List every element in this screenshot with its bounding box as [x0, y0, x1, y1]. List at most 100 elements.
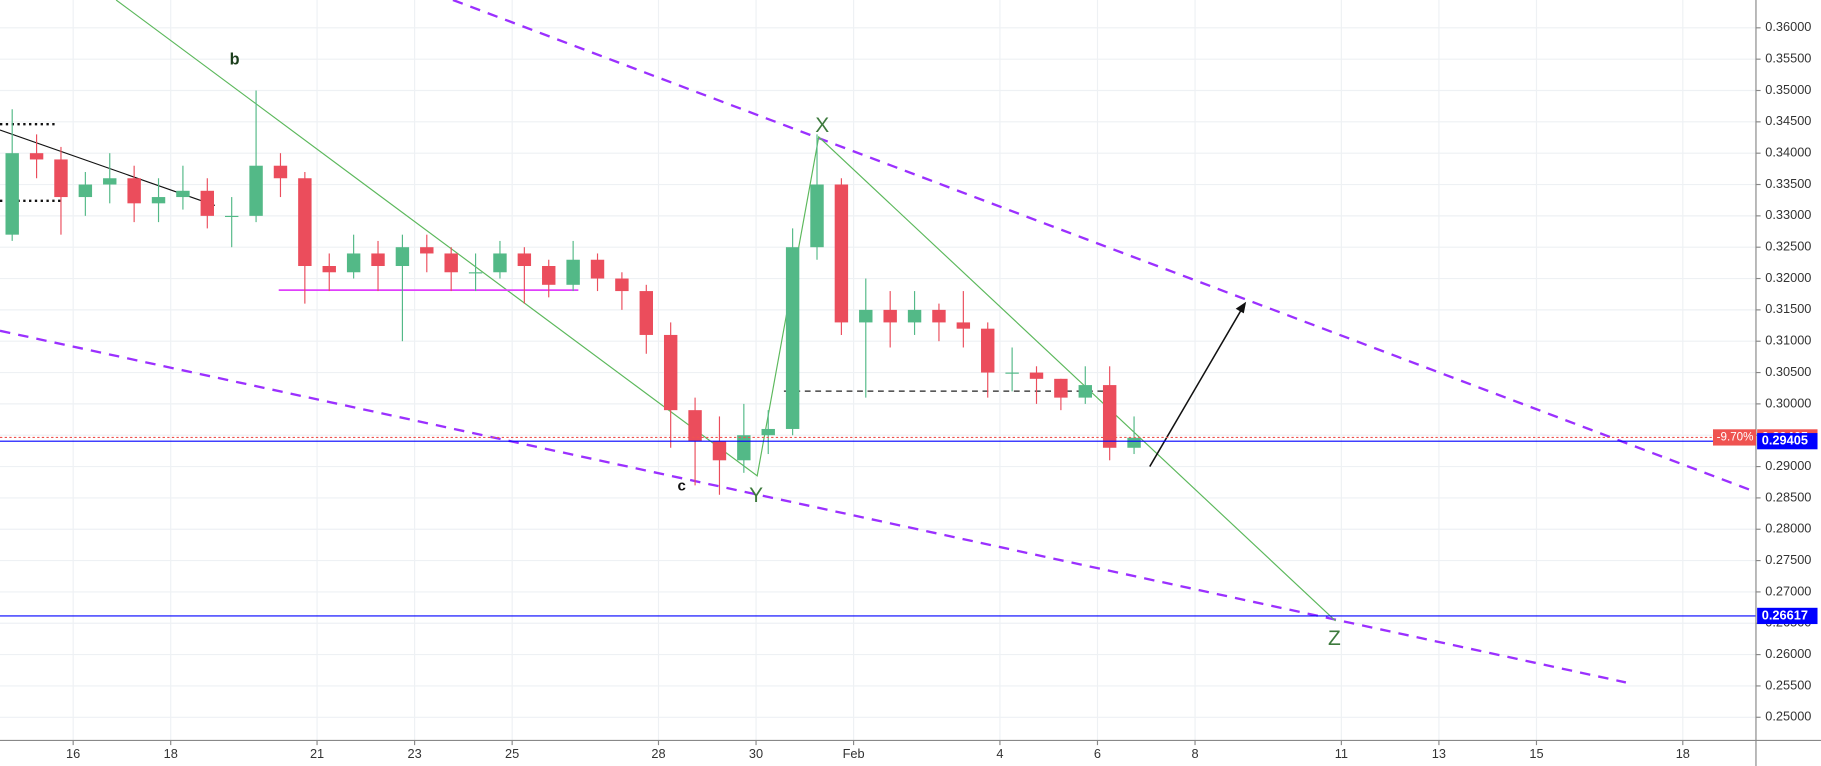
grid [0, 0, 1756, 741]
price-tag-label: 0.26617 [1762, 607, 1808, 622]
candle-body [371, 253, 385, 267]
candle-body [663, 334, 678, 411]
candle-body [712, 441, 727, 461]
candle-body [615, 278, 629, 292]
x-tick-label: Feb [843, 746, 865, 761]
y-tick-label: 0.32500 [1765, 239, 1811, 254]
candle-body [420, 247, 434, 254]
channel-lower [0, 329, 1627, 684]
candle-body [883, 309, 897, 323]
candle-body [1005, 372, 1019, 374]
annotation: X [815, 114, 829, 137]
price-lines [0, 436, 1756, 617]
y-tick-label: 0.28500 [1765, 489, 1811, 504]
y-tick-label: 0.31000 [1765, 333, 1811, 348]
candle-body [981, 328, 995, 373]
x-tick-label: 21 [310, 746, 324, 761]
x-tick-label: 23 [407, 746, 421, 761]
candle-body [127, 178, 141, 204]
candle-body [517, 253, 532, 267]
candle-body [639, 291, 653, 335]
x-axis-area [0, 740, 1821, 766]
candle-body [5, 153, 19, 235]
arrow [1149, 307, 1244, 467]
candle-body [29, 153, 44, 160]
y-tick-label: 0.33000 [1765, 207, 1811, 222]
x-tick-label: 11 [1335, 746, 1348, 761]
axes: 0.250000.255000.260000.265000.270000.275… [66, 19, 1818, 761]
x-tick-label: 15 [1529, 746, 1543, 761]
annotation: b [230, 51, 240, 69]
candle-body [54, 159, 68, 198]
y-tick-label: 0.30500 [1765, 364, 1811, 379]
x-tick-label: 8 [1191, 746, 1198, 761]
candle-body [224, 215, 239, 218]
change-tag-label: -9.70% [1717, 430, 1754, 443]
candle-body [298, 178, 312, 267]
candle-body [907, 309, 922, 323]
price-tag [1757, 433, 1818, 450]
candle-body [737, 435, 751, 461]
candle-body [542, 266, 556, 285]
y-tick-label: 0.36000 [1765, 19, 1811, 34]
y-tick-label: 0.28000 [1765, 521, 1811, 536]
x-tick-label: 28 [651, 746, 665, 761]
candle-body [176, 190, 190, 198]
change-tag [1712, 429, 1756, 446]
candle-body [103, 178, 117, 185]
candle-body [493, 253, 507, 273]
x-tick-label: 16 [66, 746, 80, 761]
candle-body [1102, 385, 1117, 448]
y-axis-area [1755, 0, 1821, 766]
y-tick-label: 0.33500 [1765, 176, 1811, 191]
x-tick-label: 13 [1432, 746, 1446, 761]
candle-body [200, 190, 215, 216]
candle-body [1078, 385, 1092, 398]
candle-body [761, 428, 775, 436]
candle-body [1029, 372, 1044, 379]
candle-body [322, 266, 336, 273]
candle-body [151, 197, 166, 204]
y-tick-label: 0.27000 [1765, 583, 1811, 598]
candle-body [859, 309, 873, 323]
candle-body [932, 309, 946, 323]
x-tick-label: 25 [505, 746, 519, 761]
arrow-head [1235, 301, 1247, 314]
y-tick-label: 0.25500 [1765, 677, 1811, 692]
y-tick-label: 0.29000 [1765, 458, 1811, 473]
y-tick-label: 0.35000 [1765, 82, 1811, 97]
candle-body [810, 184, 824, 248]
x-tick-label: 18 [164, 746, 178, 761]
x-tick-label: 18 [1676, 746, 1690, 761]
candle-body [1127, 437, 1141, 448]
y-tick-label: 0.35500 [1765, 51, 1811, 66]
wave-line [115, 0, 1336, 622]
candle-body [468, 272, 483, 274]
candle-body [444, 253, 458, 273]
candle-body [395, 247, 410, 267]
y-tick-label: 0.27500 [1765, 552, 1811, 567]
x-tick-label: 4 [996, 746, 1003, 761]
x-tick-label: 30 [749, 746, 763, 761]
candle-body [590, 259, 605, 279]
y-tick-label: 0.30000 [1765, 395, 1811, 410]
annotation: c [678, 477, 686, 494]
price-tag-label: 0.29405 [1762, 433, 1808, 448]
y-tick-label: 0.34500 [1765, 113, 1811, 128]
candle-body [688, 410, 702, 442]
y-tick-label: 0.31500 [1765, 301, 1811, 316]
candle-body [78, 184, 93, 198]
candle-body [273, 165, 288, 179]
annotation: Z [1328, 627, 1341, 650]
price-tag [1757, 607, 1818, 625]
candle-body [249, 165, 263, 216]
y-tick-label: 0.26000 [1765, 646, 1811, 661]
candle-body [1054, 378, 1068, 398]
candles [5, 90, 1141, 495]
x-tick-label: 6 [1094, 746, 1101, 761]
candle-body [346, 253, 361, 273]
candle-body [956, 322, 971, 329]
y-tick-label: 0.25000 [1765, 709, 1811, 724]
